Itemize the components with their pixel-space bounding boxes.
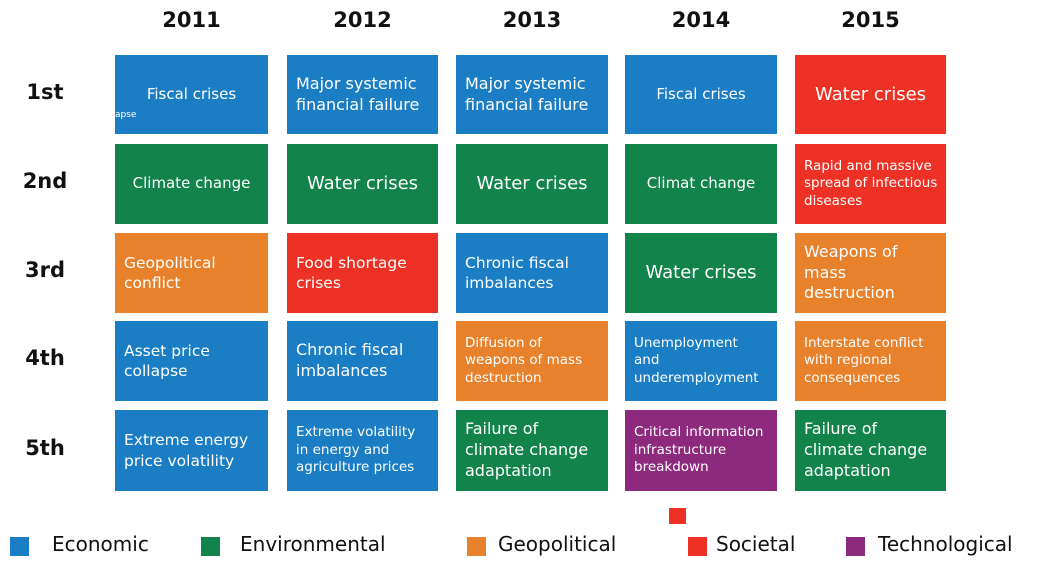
cell-text: conflict: [124, 274, 181, 292]
cell-text: Climat change: [646, 174, 756, 193]
cell-text: Unemployment: [634, 334, 738, 351]
risk-cell: Chronic fiscal imbalances: [456, 233, 608, 313]
risk-cell: Water crises: [456, 144, 608, 224]
cell-text: destruction: [804, 283, 895, 303]
legend-label: Economic: [52, 532, 149, 556]
legend-swatch: [688, 537, 707, 556]
cell-text: Water crises: [306, 173, 419, 195]
cell-text: infrastructure: [634, 441, 727, 458]
cell-text: Water crises: [814, 83, 927, 105]
cell-text: Water crises: [645, 262, 757, 284]
cell-text: in energy and: [296, 441, 390, 458]
cell-text: Extreme volatility: [296, 424, 416, 441]
cell-text: Water crises: [476, 173, 588, 195]
cell-text: Failure of: [804, 419, 878, 439]
rank-label: 3rd: [24, 258, 65, 282]
cell-text: Asset price: [124, 341, 210, 360]
cell-text: Weapons of: [804, 241, 898, 261]
cell-text: diseases: [804, 192, 863, 209]
year-label: 2012: [333, 8, 392, 32]
year-label: 2015: [841, 8, 900, 32]
cell-text: Major systemic: [465, 73, 586, 93]
cell-text: imbalances: [465, 274, 554, 292]
risk-cell: Geopolitical conflict: [115, 233, 268, 313]
cell-text: price volatility: [124, 451, 235, 470]
legend-label: Societal: [716, 532, 796, 556]
risk-cell: Climate change: [115, 144, 268, 224]
risk-cell: Water crises: [625, 233, 777, 313]
cell-text: Major systemic: [296, 73, 417, 93]
cell-text: spread of infectious: [804, 175, 938, 192]
risk-cell: Rapid and massive spread of infectious dis…: [795, 144, 946, 224]
rank-label: 4th: [25, 346, 65, 370]
text-fragment: apse: [115, 110, 137, 120]
cell-text: breakdown: [634, 459, 709, 476]
risk-cell: Water crises: [287, 144, 438, 224]
cell-text: collapse: [124, 362, 188, 380]
risk-cell: Water crises: [795, 55, 946, 134]
risk-cell: Fiscal crises: [115, 55, 268, 134]
cell-text: adaptation: [804, 460, 891, 480]
risk-cell: Diffusion of weapons of mass destruction: [456, 321, 608, 401]
rank-label: 5th: [25, 435, 65, 460]
legend-label: Technological: [878, 532, 1013, 556]
risk-cell: Food shortage crises: [287, 233, 438, 313]
cell-text: Food shortage: [296, 253, 407, 272]
cell-text: climate change: [465, 440, 589, 460]
risk-cell: Failure of climate change adaptation: [795, 410, 946, 491]
cell-text: Critical information: [634, 424, 764, 441]
risk-cell: Asset price collapse: [115, 321, 268, 401]
risk-cell: Critical information infrastructure breakd…: [625, 410, 777, 491]
cell-text: Fiscal crises: [656, 84, 746, 103]
cell-text: Climate change: [132, 174, 251, 193]
cell-text: mass: [804, 262, 847, 282]
cell-text: financial failure: [296, 94, 420, 114]
risk-cell: Weapons of mass destruction: [795, 233, 946, 313]
cell-text: consequences: [804, 369, 901, 386]
cell-text: imbalances: [296, 361, 388, 380]
cell-text: destruction: [465, 369, 542, 386]
legend-label: Environmental: [240, 532, 386, 556]
cell-text: crises: [296, 274, 341, 292]
cell-text: weapons of mass: [465, 352, 583, 369]
cell-text: climate change: [804, 440, 928, 460]
year-label: 2014: [671, 8, 731, 32]
risk-cell: Climat change: [625, 144, 777, 224]
legend-label: Geopolitical: [498, 532, 617, 556]
risk-cell: Unemployment and underemployment: [625, 321, 777, 401]
legend-swatch: [10, 537, 29, 556]
risk-cell: Major systemic financial failure: [287, 55, 438, 134]
cell-text: Interstate conflict: [804, 334, 924, 351]
risk-cell: Major systemic financial failure: [456, 55, 608, 134]
cell-text: financial failure: [465, 94, 589, 114]
risk-cell: Fiscal crises: [625, 55, 777, 134]
cell-text: Chronic fiscal: [465, 253, 569, 272]
risk-cell: Chronic fiscal imbalances: [287, 321, 438, 401]
rank-label: 1st: [26, 79, 64, 104]
risk-cell: Interstate conflict with regional conseque…: [795, 321, 946, 401]
cell-text: Failure of: [465, 419, 539, 439]
year-label: 2011: [162, 8, 221, 32]
risk-cell: Failure of climate change adaptation: [456, 410, 608, 491]
cell-text: underemployment: [634, 369, 759, 386]
legend-swatch: [467, 537, 486, 556]
cell-text: adaptation: [465, 460, 552, 480]
cell-text: Fiscal crises: [146, 84, 237, 103]
risk-cell: Extreme energy price volatility: [115, 410, 268, 491]
cell-text: Rapid and massive: [804, 157, 932, 174]
cell-text: and: [634, 352, 660, 369]
legend-swatch: [846, 537, 865, 556]
cell-text: Geopolitical: [124, 253, 216, 272]
risk-cell: Extreme volatility in energy and agricultu…: [287, 410, 438, 491]
cell-text: with regional: [804, 352, 892, 369]
stray-marker: [669, 508, 686, 524]
cell-text: Chronic fiscal: [296, 340, 404, 360]
cell-text: Diffusion of: [465, 334, 542, 351]
cell-text: Extreme energy: [124, 431, 249, 450]
year-label: 2013: [502, 8, 562, 32]
rank-label: 2nd: [22, 169, 68, 193]
legend-swatch: [201, 537, 220, 556]
cell-text: agriculture prices: [296, 459, 415, 476]
